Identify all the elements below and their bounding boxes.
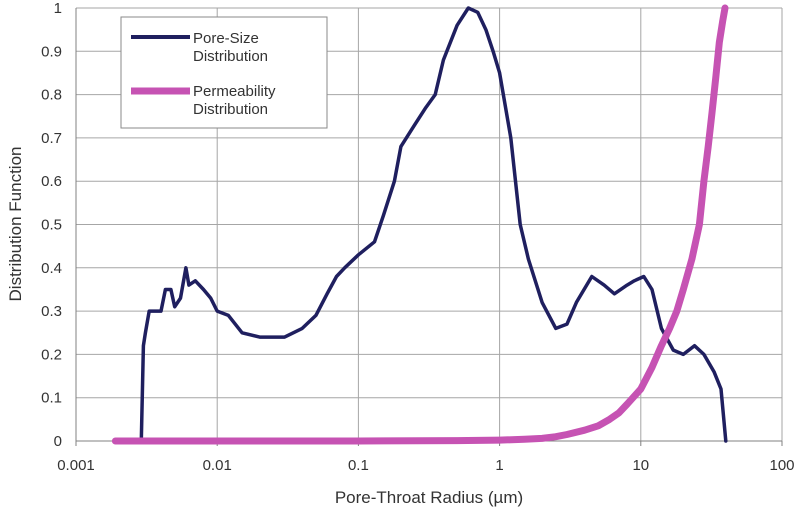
y-tick-label: 0.4 bbox=[41, 260, 62, 277]
legend-label-pore-size: Pore-Size Distribution bbox=[193, 30, 268, 65]
y-tick-label: 0 bbox=[54, 433, 62, 450]
series-permeability-line bbox=[111, 4, 729, 445]
y-tick-label: 0.2 bbox=[41, 346, 62, 363]
tick-labels: 0 0.1 0.2 0.3 0.4 0.5 0.6 0.7 0.8 0.9 1 0.001 0.01 0.… bbox=[41, 0, 794, 474]
x-tick-label: 10 bbox=[632, 457, 649, 474]
legend-label-permeability-line1: Permeability bbox=[193, 83, 276, 100]
legend-label-permeability: Permeability Distribution bbox=[193, 83, 280, 118]
x-tick-label: 0.001 bbox=[57, 457, 95, 474]
x-tick-label: 0.01 bbox=[203, 457, 232, 474]
x-tick-label: 1 bbox=[495, 457, 503, 474]
y-tick-label: 0.9 bbox=[41, 43, 62, 60]
y-axis-title: Distribution Function bbox=[6, 147, 25, 302]
legend-label-pore-size-line2: Distribution bbox=[193, 48, 268, 65]
series bbox=[111, 4, 729, 445]
y-tick-label: 0.5 bbox=[41, 217, 62, 234]
x-tick-label: 0.1 bbox=[348, 457, 369, 474]
y-tick-label: 0.6 bbox=[41, 173, 62, 190]
x-tick-label: 100 bbox=[769, 457, 794, 474]
y-tick-label: 0.7 bbox=[41, 130, 62, 147]
legend-label-permeability-line2: Distribution bbox=[193, 101, 268, 118]
y-tick-label: 0.1 bbox=[41, 390, 62, 407]
y-tick-label: 1 bbox=[54, 0, 62, 17]
y-tick-label: 0.8 bbox=[41, 87, 62, 104]
series-pore-size-line bbox=[139, 6, 728, 443]
legend-label-pore-size-line1: Pore-Size bbox=[193, 30, 259, 47]
legend: Pore-Size Distribution Permeability Dist… bbox=[120, 16, 328, 129]
x-axis-title: Pore-Throat Radius (µm) bbox=[335, 488, 523, 507]
y-tick-label: 0.3 bbox=[41, 303, 62, 320]
